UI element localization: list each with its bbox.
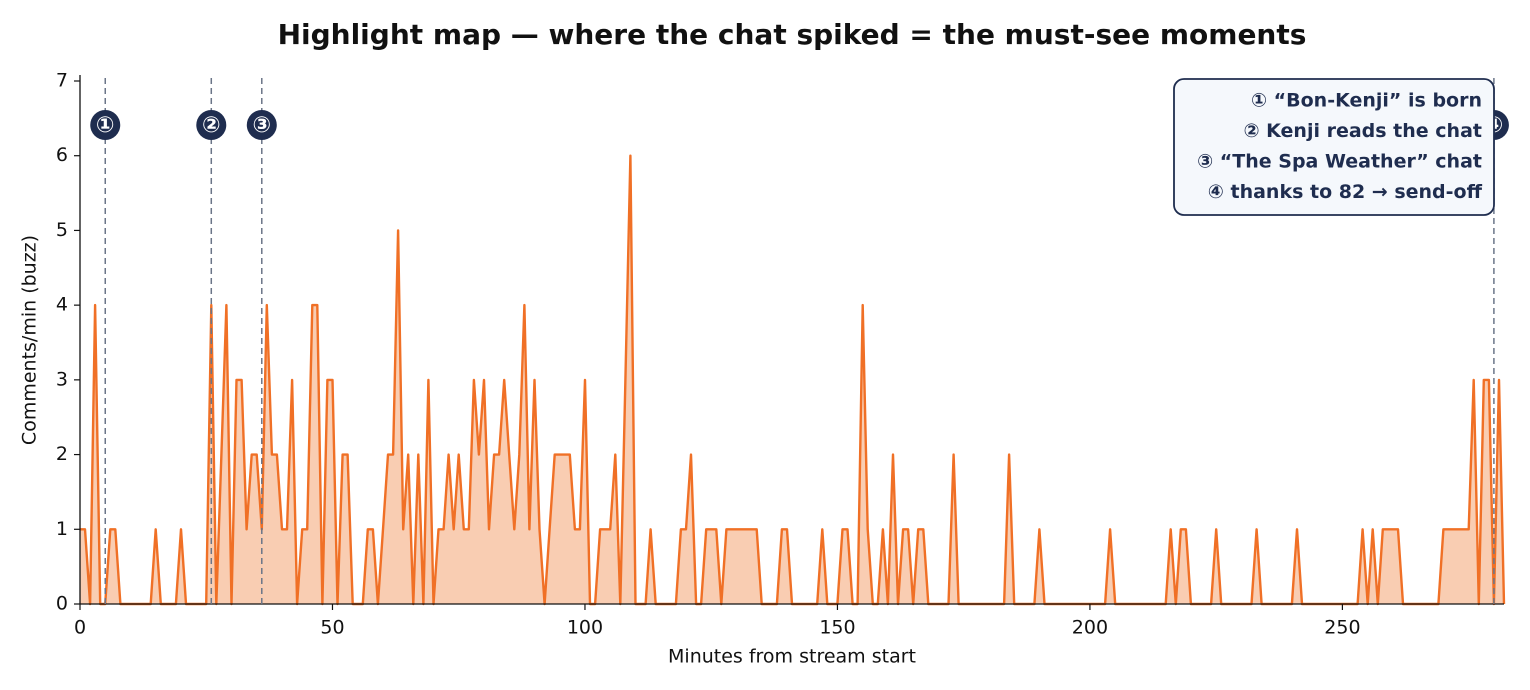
x-tick-label: 50 — [320, 617, 344, 639]
legend-text: ④ thanks to 82 → send-off — [1208, 181, 1483, 203]
legend-box — [1173, 78, 1495, 216]
y-tick-label: 1 — [56, 518, 68, 540]
annotation-label: ② — [202, 113, 221, 138]
x-tick-label: 200 — [1072, 617, 1108, 639]
x-tick-label: 150 — [819, 617, 855, 639]
y-tick-label: 7 — [56, 70, 68, 92]
annotation-marker — [246, 110, 277, 140]
x-tick-label: 250 — [1324, 617, 1360, 639]
y-axis-label: Comments/min (buzz) — [19, 235, 41, 445]
area-fill — [80, 155, 1504, 604]
annotation-marker — [90, 110, 121, 140]
annotation-marker — [196, 110, 227, 140]
y-tick-label: 3 — [56, 368, 68, 390]
annotation-label: ① — [96, 113, 115, 138]
chart-title: Highlight map — where the chat spiked = … — [278, 18, 1307, 51]
annotation-label: ③ — [252, 113, 271, 138]
x-tick-label: 100 — [567, 617, 603, 639]
legend-text: ② Kenji reads the chat — [1243, 120, 1482, 142]
y-tick-label: 0 — [56, 593, 68, 615]
y-tick-label: 4 — [56, 294, 68, 316]
y-tick-label: 6 — [56, 144, 68, 166]
x-axis-label: Minutes from stream start — [668, 646, 916, 668]
x-tick-label: 0 — [74, 617, 86, 639]
y-tick-label: 2 — [56, 443, 68, 465]
legend-text: ① “Bon-Kenji” is born — [1251, 90, 1482, 112]
y-tick-label: 5 — [56, 219, 68, 241]
legend-text: ③ “The Spa Weather” chat — [1197, 151, 1482, 173]
